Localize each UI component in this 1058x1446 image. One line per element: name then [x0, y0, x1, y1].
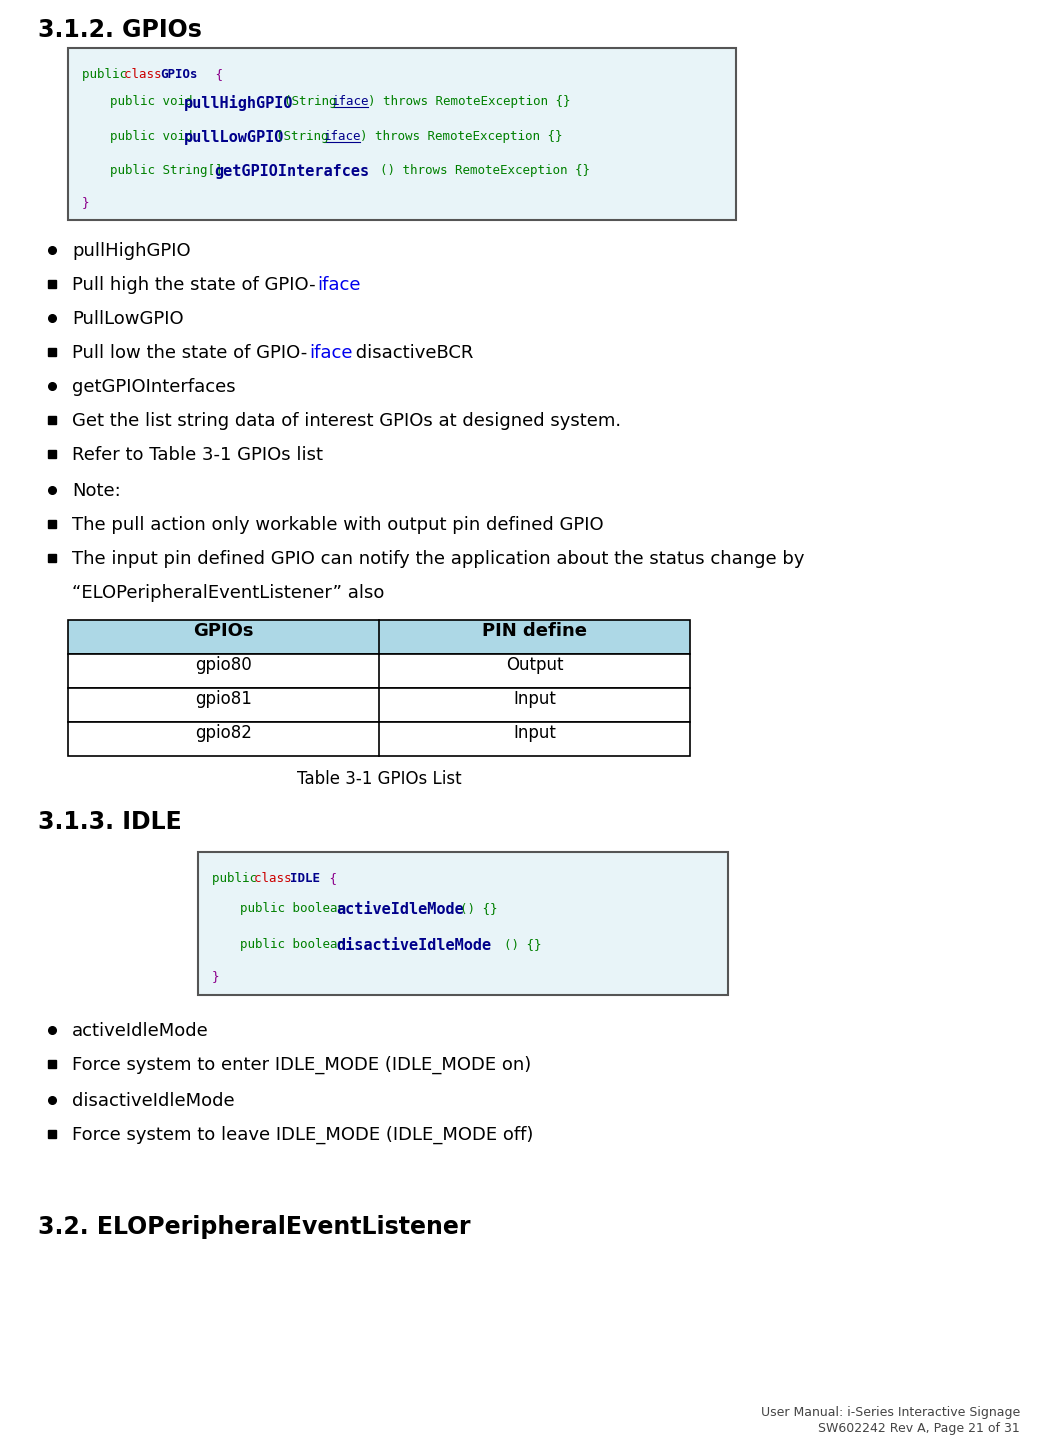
Text: () throws RemoteException {}: () throws RemoteException {} [380, 163, 590, 176]
Text: ) throws RemoteException {}: ) throws RemoteException {} [360, 130, 563, 143]
Text: public String[]: public String[] [110, 163, 230, 176]
Text: disactiveIdleMode: disactiveIdleMode [336, 938, 491, 953]
Text: {: { [208, 68, 223, 81]
Text: PullLowGPIO: PullLowGPIO [72, 309, 184, 328]
Text: The input pin defined GPIO can notify the application about the status change by: The input pin defined GPIO can notify th… [72, 549, 804, 568]
Text: Output: Output [506, 656, 563, 674]
Text: SW602242 Rev A, Page 21 of 31: SW602242 Rev A, Page 21 of 31 [818, 1421, 1020, 1434]
Text: public boolean: public boolean [240, 902, 352, 915]
Text: Input: Input [513, 690, 555, 709]
Text: User Manual: i-Series Interactive Signage: User Manual: i-Series Interactive Signag… [761, 1406, 1020, 1419]
Text: {: { [322, 872, 338, 885]
Text: The pull action only workable with output pin defined GPIO: The pull action only workable with outpu… [72, 516, 604, 534]
Text: Table 3-1 GPIOs List: Table 3-1 GPIOs List [296, 771, 461, 788]
Text: Pull low the state of GPIO-: Pull low the state of GPIO- [72, 344, 307, 362]
Text: Pull high the state of GPIO-: Pull high the state of GPIO- [72, 276, 315, 294]
Text: getGPIOInterfaces: getGPIOInterfaces [72, 377, 236, 396]
Text: activeIdleMode: activeIdleMode [336, 902, 463, 917]
Text: Refer to Table 3-1 GPIOs list: Refer to Table 3-1 GPIOs list [72, 445, 323, 464]
Text: 3.1.2. GPIOs: 3.1.2. GPIOs [38, 17, 202, 42]
FancyBboxPatch shape [68, 722, 690, 756]
Text: ) throws RemoteException {}: ) throws RemoteException {} [368, 95, 570, 108]
Text: getGPIOInterafces: getGPIOInterafces [214, 163, 369, 179]
Text: “ELOPeripheralEventListener” also: “ELOPeripheralEventListener” also [72, 584, 384, 602]
Text: GPIOs: GPIOs [160, 68, 198, 81]
Text: gpio82: gpio82 [195, 724, 252, 742]
Text: iface: iface [317, 276, 361, 294]
Text: }: } [83, 197, 90, 210]
Text: public void: public void [110, 130, 200, 143]
Text: public boolean: public boolean [240, 938, 352, 951]
Text: 3.2. ELOPeripheralEventListener: 3.2. ELOPeripheralEventListener [38, 1215, 471, 1239]
Text: class: class [124, 68, 169, 81]
Text: (String: (String [284, 95, 344, 108]
Text: IDLE: IDLE [290, 872, 320, 885]
Text: Force system to enter IDLE_MODE (IDLE_MODE on): Force system to enter IDLE_MODE (IDLE_MO… [72, 1056, 531, 1074]
FancyBboxPatch shape [68, 654, 690, 688]
FancyBboxPatch shape [68, 620, 690, 654]
FancyBboxPatch shape [68, 48, 736, 220]
Text: public: public [83, 68, 134, 81]
Text: disactiveBCR: disactiveBCR [350, 344, 473, 362]
Text: (String: (String [276, 130, 336, 143]
Text: () {}: () {} [504, 938, 542, 951]
Text: iface: iface [309, 344, 352, 362]
Text: }: } [212, 970, 219, 983]
Text: iface: iface [332, 95, 369, 108]
Text: () {}: () {} [460, 902, 497, 915]
Text: pullLowGPIO: pullLowGPIO [184, 130, 285, 145]
Text: activeIdleMode: activeIdleMode [72, 1022, 208, 1040]
FancyBboxPatch shape [68, 688, 690, 722]
Text: 3.1.3. IDLE: 3.1.3. IDLE [38, 810, 182, 834]
Text: disactiveIdleMode: disactiveIdleMode [72, 1092, 235, 1111]
Text: Get the list string data of interest GPIOs at designed system.: Get the list string data of interest GPI… [72, 412, 621, 429]
Text: iface: iface [324, 130, 362, 143]
Text: gpio80: gpio80 [195, 656, 252, 674]
FancyBboxPatch shape [198, 852, 728, 995]
Text: public: public [212, 872, 264, 885]
Text: pullHighGPIO: pullHighGPIO [184, 95, 293, 111]
Text: GPIOs: GPIOs [194, 622, 254, 641]
Text: class: class [254, 872, 299, 885]
Text: Input: Input [513, 724, 555, 742]
Text: gpio81: gpio81 [195, 690, 252, 709]
Text: Note:: Note: [72, 482, 121, 500]
Text: public void: public void [110, 95, 200, 108]
Text: pullHighGPIO: pullHighGPIO [72, 241, 190, 260]
Text: Force system to leave IDLE_MODE (IDLE_MODE off): Force system to leave IDLE_MODE (IDLE_MO… [72, 1126, 533, 1144]
Text: PIN define: PIN define [482, 622, 587, 641]
